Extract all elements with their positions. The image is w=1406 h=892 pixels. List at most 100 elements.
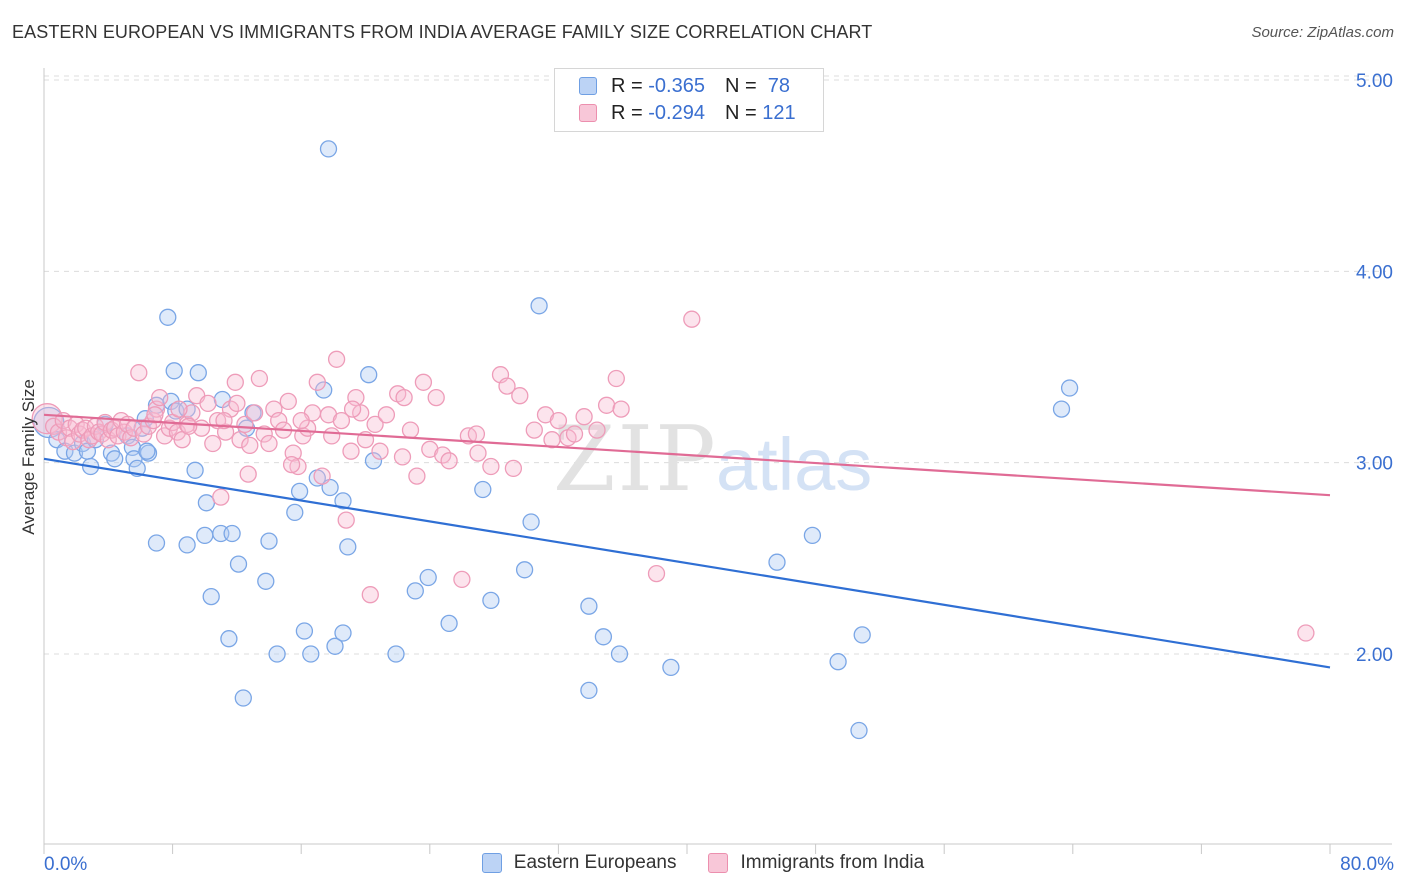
point-eastern-europeans [850,721,868,740]
point-eastern-europeans [406,582,424,600]
point-eastern-europeans [440,614,458,633]
swatch-eastern-europeans [579,77,597,95]
point-immigrants-india [612,400,630,418]
point-immigrants-india [323,427,341,445]
point-eastern-europeans [474,480,492,499]
data-points [31,140,1315,740]
point-eastern-europeans [220,630,238,648]
point-immigrants-india [427,388,445,407]
point-eastern-europeans [768,553,786,571]
point-immigrants-india [647,564,666,583]
point-immigrants-india [414,373,433,391]
legend-swatch-eastern-europeans [481,853,502,873]
point-immigrants-india [241,436,259,455]
point-immigrants-india [543,431,561,449]
x-tick-label: 80.0% [1340,854,1394,875]
stats-row-immigrants-india: R = -0.294 N = 121 [579,102,796,124]
point-immigrants-india [183,404,201,422]
n-value: 78 [767,74,791,97]
point-eastern-europeans [302,645,320,663]
legend-swatch-immigrants-india [708,853,729,873]
y-tick-label: 3.00 [1356,454,1393,475]
trend-line-eastern-europeans [43,457,1331,669]
point-immigrants-india [199,394,217,413]
point-eastern-europeans [268,645,286,663]
point-immigrants-india [393,448,412,466]
point-immigrants-india [575,408,593,426]
point-immigrants-india [504,459,523,478]
point-eastern-europeans [610,645,629,663]
point-immigrants-india [226,373,244,391]
series-legend: Eastern Europeans Immigrants from India [0,852,1406,874]
point-eastern-europeans [290,482,309,501]
point-eastern-europeans [229,555,248,573]
r-value: -0.365 [648,74,705,97]
point-immigrants-india [289,457,307,476]
point-immigrants-india [401,421,420,439]
point-immigrants-india [250,369,269,388]
r-label: R = [611,101,643,124]
point-immigrants-india [1297,624,1315,642]
axes: 2.00 3.00 4.00 5.00 0.0% 80.0% [43,68,1394,875]
point-immigrants-india [366,415,384,434]
point-immigrants-india [245,404,264,422]
point-immigrants-india [279,392,297,411]
point-eastern-europeans [580,681,598,700]
point-eastern-europeans [803,526,822,545]
n-label: N = [724,74,757,97]
point-immigrants-india [588,421,606,439]
point-immigrants-india [597,396,616,414]
point-eastern-europeans [334,624,352,642]
point-eastern-europeans [326,637,344,655]
point-immigrants-india [408,467,426,485]
legend-item-immigrants-india: Immigrants from India [708,852,924,874]
point-immigrants-india [327,350,346,368]
y-tick-label: 2.00 [1356,645,1393,666]
point-eastern-europeans [319,140,338,158]
point-eastern-europeans [186,461,204,479]
point-immigrants-india [282,455,301,474]
point-eastern-europeans [522,513,540,531]
watermark: ZIP atlas [553,407,872,512]
point-eastern-europeans [147,534,166,552]
watermark-zip: ZIP [553,407,718,512]
point-eastern-europeans [364,452,383,470]
n-value: 121 [762,101,796,124]
point-eastern-europeans [829,653,847,671]
point-immigrants-india [31,403,63,435]
point-eastern-europeans [202,587,220,606]
point-eastern-europeans [387,645,405,663]
r-label: R = [611,74,643,97]
stats-row-eastern-europeans: R = -0.365 N = 78 [579,75,790,97]
point-eastern-europeans [159,308,177,326]
point-immigrants-india [231,431,249,449]
point-immigrants-india [313,467,331,485]
point-immigrants-india [482,457,500,476]
stats-legend: R = -0.365 N = 78 R = -0.294 N = 121 [554,68,824,132]
point-immigrants-india [342,442,360,460]
point-eastern-europeans [580,597,598,615]
point-immigrants-india [565,425,584,443]
point-immigrants-india [343,400,362,418]
point-eastern-europeans [165,362,183,380]
swatch-immigrants-india [579,104,597,122]
point-eastern-europeans [339,538,357,556]
point-eastern-europeans [334,492,352,510]
point-immigrants-india [255,425,273,443]
point-immigrants-india [683,310,701,328]
point-immigrants-india [467,425,486,443]
source-label: Source: ZipAtlas.com [1251,24,1394,41]
y-tick-label: 4.00 [1356,262,1393,283]
point-immigrants-india [228,394,246,413]
point-eastern-europeans [530,297,548,315]
point-immigrants-india [215,411,233,430]
point-eastern-europeans [189,364,207,382]
point-eastern-europeans [1060,379,1079,397]
point-eastern-europeans [106,450,124,468]
point-eastern-europeans [419,568,437,587]
legend-item-eastern-europeans: Eastern Europeans [481,852,676,874]
point-immigrants-india [337,511,355,529]
r-value: -0.294 [648,101,705,124]
point-immigrants-india [498,377,516,395]
